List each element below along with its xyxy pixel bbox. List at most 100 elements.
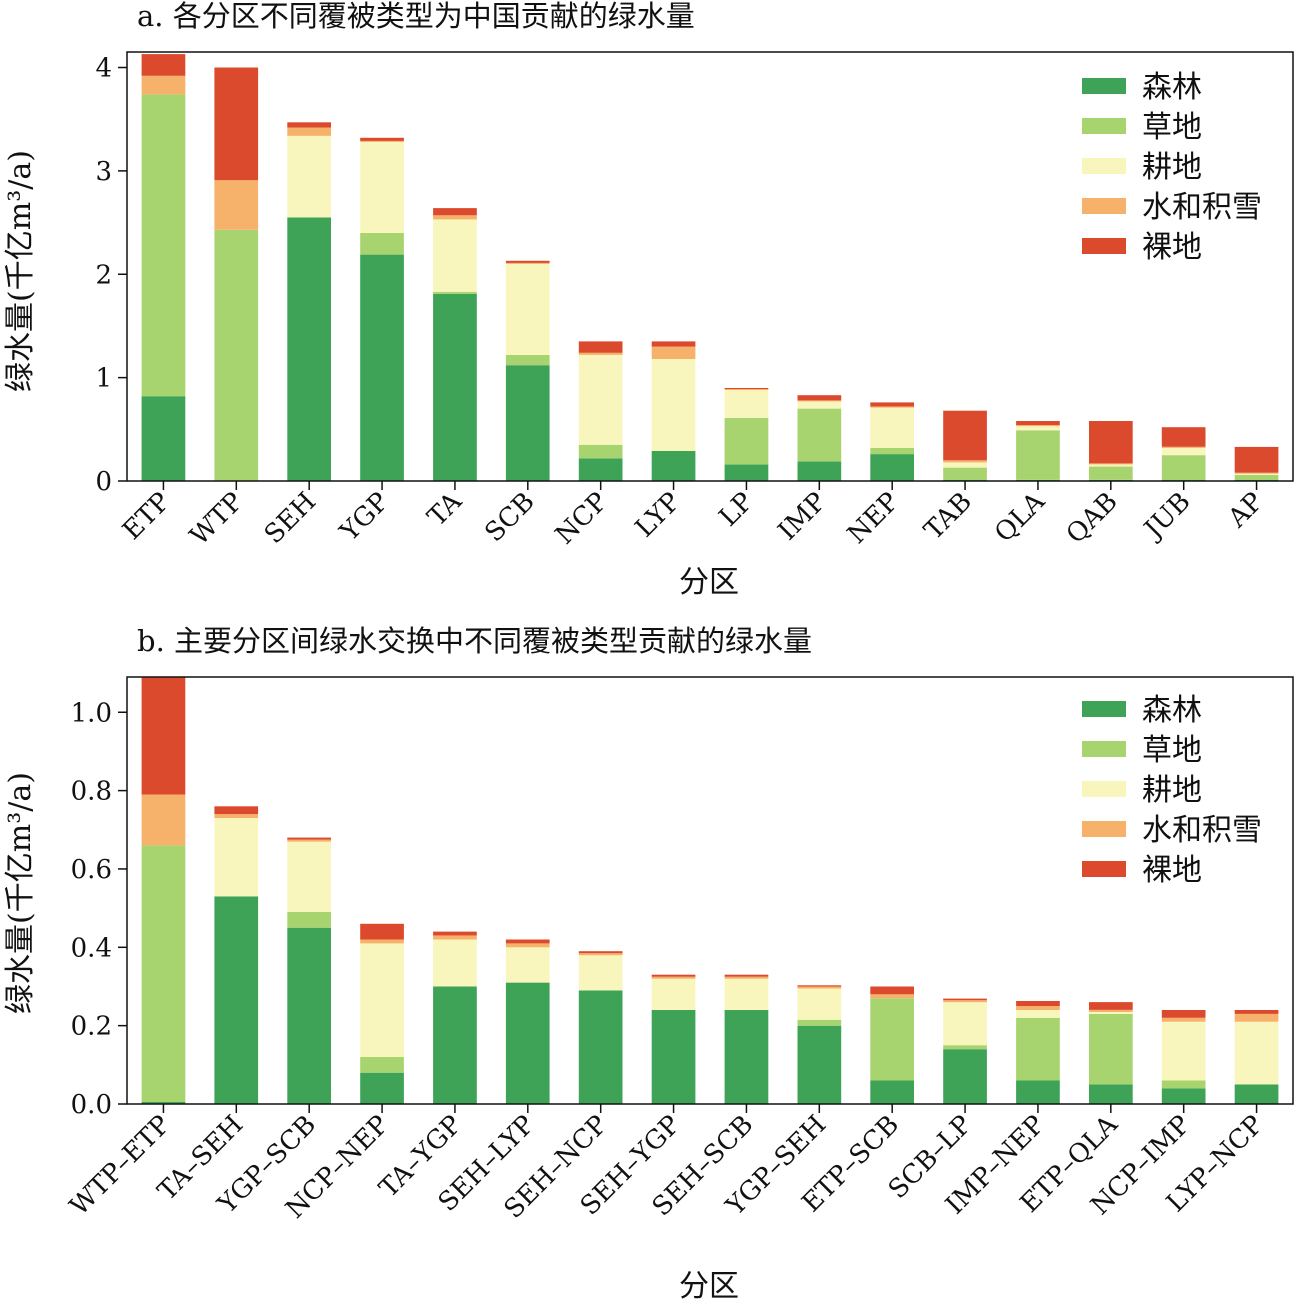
legend-label: 耕地 <box>1142 773 1202 808</box>
bar-segment <box>141 1102 186 1104</box>
bar-segment <box>141 677 186 795</box>
bar-segment <box>724 388 769 389</box>
bar-segment <box>433 208 477 216</box>
legend-swatch <box>1082 701 1126 717</box>
legend-label: 水和积雪 <box>1142 813 1262 848</box>
bar-segment <box>141 794 186 846</box>
bar-segment <box>1234 446 1279 473</box>
bar-segment <box>578 444 623 459</box>
bar-segment <box>943 462 987 468</box>
bar-segment <box>1089 463 1133 465</box>
bar-segment <box>651 451 696 481</box>
bar-segment <box>287 217 331 481</box>
bar-segment <box>1161 1080 1206 1089</box>
bars <box>141 54 1279 481</box>
bar-segment <box>724 978 769 1010</box>
bar-segment <box>1161 1021 1206 1081</box>
bar-segment <box>141 845 186 1102</box>
bar-segment <box>505 947 550 983</box>
bar-segment <box>505 939 550 944</box>
bar-segment <box>505 354 550 366</box>
bar-segment <box>433 293 477 481</box>
x-tick-label: SEH <box>259 487 322 550</box>
bar-segment <box>141 396 186 481</box>
bar-segment <box>578 354 623 445</box>
bar-segment <box>287 122 331 128</box>
bar-segment <box>214 67 259 181</box>
bar-segment <box>870 402 914 407</box>
bar-segment <box>797 986 842 989</box>
bar-segment <box>287 839 331 842</box>
bar-segment <box>1016 430 1060 480</box>
bar-segment <box>214 806 259 815</box>
bar-segment <box>433 219 477 292</box>
bar-segment <box>505 260 550 263</box>
bar-segment <box>651 1010 696 1104</box>
bar-segment <box>433 939 477 987</box>
bar-segment <box>287 841 331 912</box>
bar-segment <box>724 974 769 977</box>
bar-segment <box>433 986 477 1104</box>
plot-frame <box>126 676 1294 1105</box>
bar-segment <box>1161 1017 1206 1022</box>
bar-segment <box>1089 466 1133 480</box>
y-axis-label: 绿水量(千亿m³/a) <box>3 772 38 1014</box>
bar-segment <box>1016 1006 1060 1010</box>
x-tick-label: WTP–ETP <box>64 1110 176 1222</box>
x-tick-label: YGP <box>334 487 395 548</box>
bar-segment <box>797 461 842 481</box>
bar-segment <box>797 988 842 1020</box>
y-tick-label: 2 <box>95 260 112 290</box>
x-tick-label: LP <box>714 487 760 533</box>
bar-segment <box>141 75 186 95</box>
bar-segment <box>1016 1080 1060 1104</box>
y-axis: 0 1 2 3 4 <box>95 54 127 497</box>
bar-segment <box>797 401 842 409</box>
bar-segment <box>870 454 914 481</box>
bar-segment <box>1234 1010 1279 1014</box>
panel-a: a. 各分区不同覆被类型为中国贡献的绿水量 0 1 2 3 4 ETP WTP SEH YGP… <box>3 0 1294 600</box>
legend-swatch <box>1082 781 1126 797</box>
bar-segment <box>360 232 404 255</box>
bar-segment <box>433 935 477 940</box>
legend-label: 森林 <box>1142 70 1202 105</box>
bar-segment <box>287 927 331 1104</box>
bar-segment <box>214 896 259 1104</box>
bar-segment <box>360 140 404 142</box>
bar-segment <box>578 955 623 991</box>
legend-label: 水和积雪 <box>1142 190 1262 225</box>
y-tick-label: 0.2 <box>71 1012 112 1042</box>
bar-segment <box>870 994 914 999</box>
x-tick-label: QAB <box>1061 487 1124 550</box>
bar-segment <box>943 998 987 1001</box>
bar-segment <box>870 406 914 408</box>
bar-segment <box>651 341 696 347</box>
bar-segment <box>1016 425 1060 427</box>
bar-segment <box>287 912 331 928</box>
bar-segment <box>797 1025 842 1104</box>
bar-segment <box>651 978 696 1010</box>
legend-label: 草地 <box>1142 733 1202 768</box>
bar-segment <box>943 1045 987 1050</box>
x-axis-label: 分区 <box>679 1269 739 1304</box>
bar-segment <box>1161 455 1206 480</box>
bar-segment <box>360 939 404 944</box>
bars <box>141 677 1279 1104</box>
bar-segment <box>870 407 914 448</box>
bar-segment <box>505 943 550 948</box>
bar-segment <box>141 54 186 76</box>
bar-segment <box>505 262 550 264</box>
x-tick-label: TAB <box>919 487 978 546</box>
bar-segment <box>797 985 842 987</box>
bar-segment <box>943 1049 987 1104</box>
bar-segment <box>724 1010 769 1104</box>
bar-segment <box>870 447 914 455</box>
y-axis: 0.0 0.2 0.4 0.6 0.8 1.0 <box>71 698 127 1120</box>
bar-segment <box>943 1002 987 1046</box>
bar-segment <box>1089 1011 1133 1014</box>
y-tick-label: 0.8 <box>71 777 112 807</box>
bar-segment <box>360 141 404 233</box>
y-tick-label: 4 <box>95 54 112 84</box>
